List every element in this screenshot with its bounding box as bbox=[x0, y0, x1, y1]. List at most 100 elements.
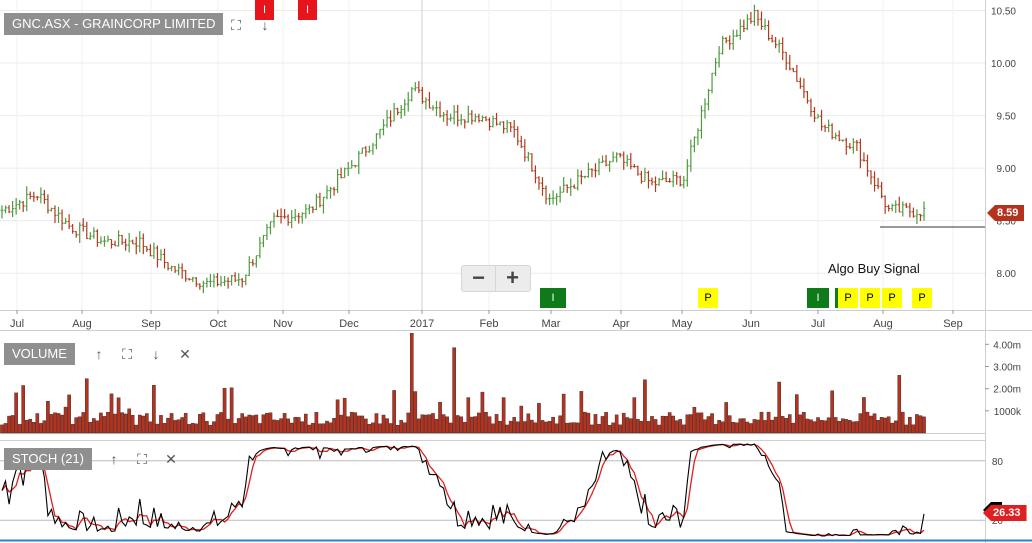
volume-bar bbox=[261, 414, 266, 434]
volume-bar bbox=[579, 391, 584, 434]
volume-bar bbox=[95, 420, 100, 434]
arrow-up-icon[interactable]: ↑ bbox=[95, 346, 103, 362]
volume-bar bbox=[339, 414, 343, 434]
volume-bar bbox=[42, 420, 47, 434]
volume-bar bbox=[406, 412, 411, 434]
volume-bar bbox=[201, 412, 206, 434]
volume-bar bbox=[180, 417, 184, 434]
volume-bar bbox=[275, 420, 280, 434]
stoch-label[interactable]: STOCH (21) bbox=[4, 448, 92, 470]
volume-bar bbox=[636, 419, 640, 434]
algo-buy-signal-label: Algo Buy Signal bbox=[828, 261, 920, 276]
volume-bar bbox=[802, 412, 806, 434]
volume-bar bbox=[49, 414, 54, 434]
volume-bar bbox=[452, 347, 456, 434]
volume-bar bbox=[696, 412, 700, 434]
volume-bar bbox=[14, 392, 18, 434]
expand-icon[interactable]: ⛶ bbox=[122, 346, 132, 362]
volume-bar bbox=[328, 422, 333, 434]
volume-label[interactable]: VOLUME bbox=[4, 343, 75, 365]
volume-bar bbox=[745, 421, 750, 434]
volume-bar bbox=[749, 423, 753, 434]
volume-bar bbox=[544, 421, 548, 434]
volume-bar bbox=[759, 411, 764, 434]
chart-title[interactable]: GNC.ASX - GRAINCORP LIMITED bbox=[4, 13, 224, 35]
stoch-k-line bbox=[1, 443, 925, 537]
volume-bar bbox=[798, 414, 803, 434]
volume-bar bbox=[611, 422, 615, 434]
time-tick-label: Sep bbox=[943, 318, 963, 330]
volume-bar bbox=[7, 415, 11, 434]
volume-bar bbox=[812, 421, 817, 434]
volume-bar bbox=[102, 416, 107, 434]
volume-bar bbox=[484, 412, 488, 434]
volume-bar bbox=[99, 412, 103, 434]
plus-icon[interactable]: + bbox=[506, 265, 519, 290]
minus-icon[interactable]: − bbox=[462, 266, 496, 291]
signal-marker-i-red[interactable]: I bbox=[298, 0, 317, 20]
time-tick-label: Apr bbox=[612, 318, 629, 330]
volume-bar bbox=[565, 422, 570, 434]
volume-bar bbox=[459, 416, 464, 434]
volume-bar bbox=[505, 424, 509, 434]
volume-bar bbox=[300, 421, 305, 434]
volume-bar bbox=[364, 418, 368, 434]
volume-bar bbox=[855, 421, 859, 434]
volume-bar bbox=[494, 414, 499, 434]
volume-bar bbox=[908, 416, 912, 434]
price-tick-label: 10.00 bbox=[991, 59, 1016, 70]
volume-bar bbox=[692, 407, 697, 434]
signal-marker-p-yellow[interactable]: P bbox=[835, 288, 858, 308]
volume-bar bbox=[773, 416, 778, 434]
volume-bar bbox=[194, 423, 199, 434]
volume-bar bbox=[424, 414, 428, 434]
volume-bar bbox=[890, 422, 895, 434]
volume-bar bbox=[558, 415, 562, 434]
signal-marker-p-yellow[interactable]: P bbox=[882, 288, 902, 308]
volume-bar bbox=[243, 416, 248, 434]
volume-bar bbox=[791, 422, 796, 434]
signal-marker-p-yellow[interactable]: P bbox=[860, 288, 880, 308]
volume-bar bbox=[166, 417, 170, 434]
volume-bar bbox=[886, 416, 891, 434]
time-tick-label: Dec bbox=[339, 318, 359, 330]
volume-bar bbox=[356, 415, 361, 434]
volume-tick-label: 1000k bbox=[994, 407, 1022, 418]
volume-bar bbox=[233, 423, 237, 434]
volume-bar bbox=[169, 413, 174, 434]
volume-bar bbox=[74, 417, 78, 434]
volume-bar bbox=[918, 415, 923, 434]
time-tick-label: Nov bbox=[273, 318, 293, 330]
arrow-down-icon[interactable]: ↓ bbox=[152, 346, 160, 362]
close-icon[interactable]: ✕ bbox=[165, 451, 177, 467]
time-tick-label: Jul bbox=[811, 318, 825, 330]
arrow-up-icon[interactable]: ↑ bbox=[110, 451, 118, 467]
volume-bar bbox=[120, 412, 124, 434]
time-tick-label: Oct bbox=[209, 318, 226, 330]
volume-bar bbox=[395, 424, 400, 434]
close-icon[interactable]: ✕ bbox=[179, 346, 191, 362]
volume-bar bbox=[346, 416, 350, 434]
signal-marker-i-green[interactable]: I bbox=[540, 288, 566, 308]
volume-bar bbox=[296, 417, 301, 434]
signal-marker-p-yellow[interactable]: P bbox=[912, 288, 932, 308]
volume-bar bbox=[904, 424, 909, 434]
volume-bars bbox=[0, 333, 926, 434]
signal-marker-i-red[interactable]: I bbox=[255, 0, 274, 20]
volume-bar bbox=[689, 414, 693, 434]
volume-bar bbox=[279, 418, 283, 434]
volume-bar bbox=[862, 397, 866, 434]
volume-bar bbox=[39, 423, 43, 434]
volume-bar bbox=[311, 423, 315, 434]
signal-marker-i-green[interactable]: I bbox=[807, 288, 829, 308]
expand-icon[interactable]: ⛶ bbox=[231, 17, 241, 33]
expand-icon[interactable]: ⛶ bbox=[137, 451, 147, 467]
volume-bar bbox=[88, 422, 93, 434]
volume-bar bbox=[706, 416, 711, 434]
last-price-tag: 8.59 bbox=[987, 205, 1025, 221]
signal-marker-p-yellow[interactable]: P bbox=[698, 288, 718, 308]
volume-bar bbox=[24, 419, 29, 434]
volume-bar bbox=[734, 422, 739, 434]
volume-bar bbox=[293, 417, 298, 434]
arrow-down-icon[interactable]: ↓ bbox=[261, 17, 269, 33]
